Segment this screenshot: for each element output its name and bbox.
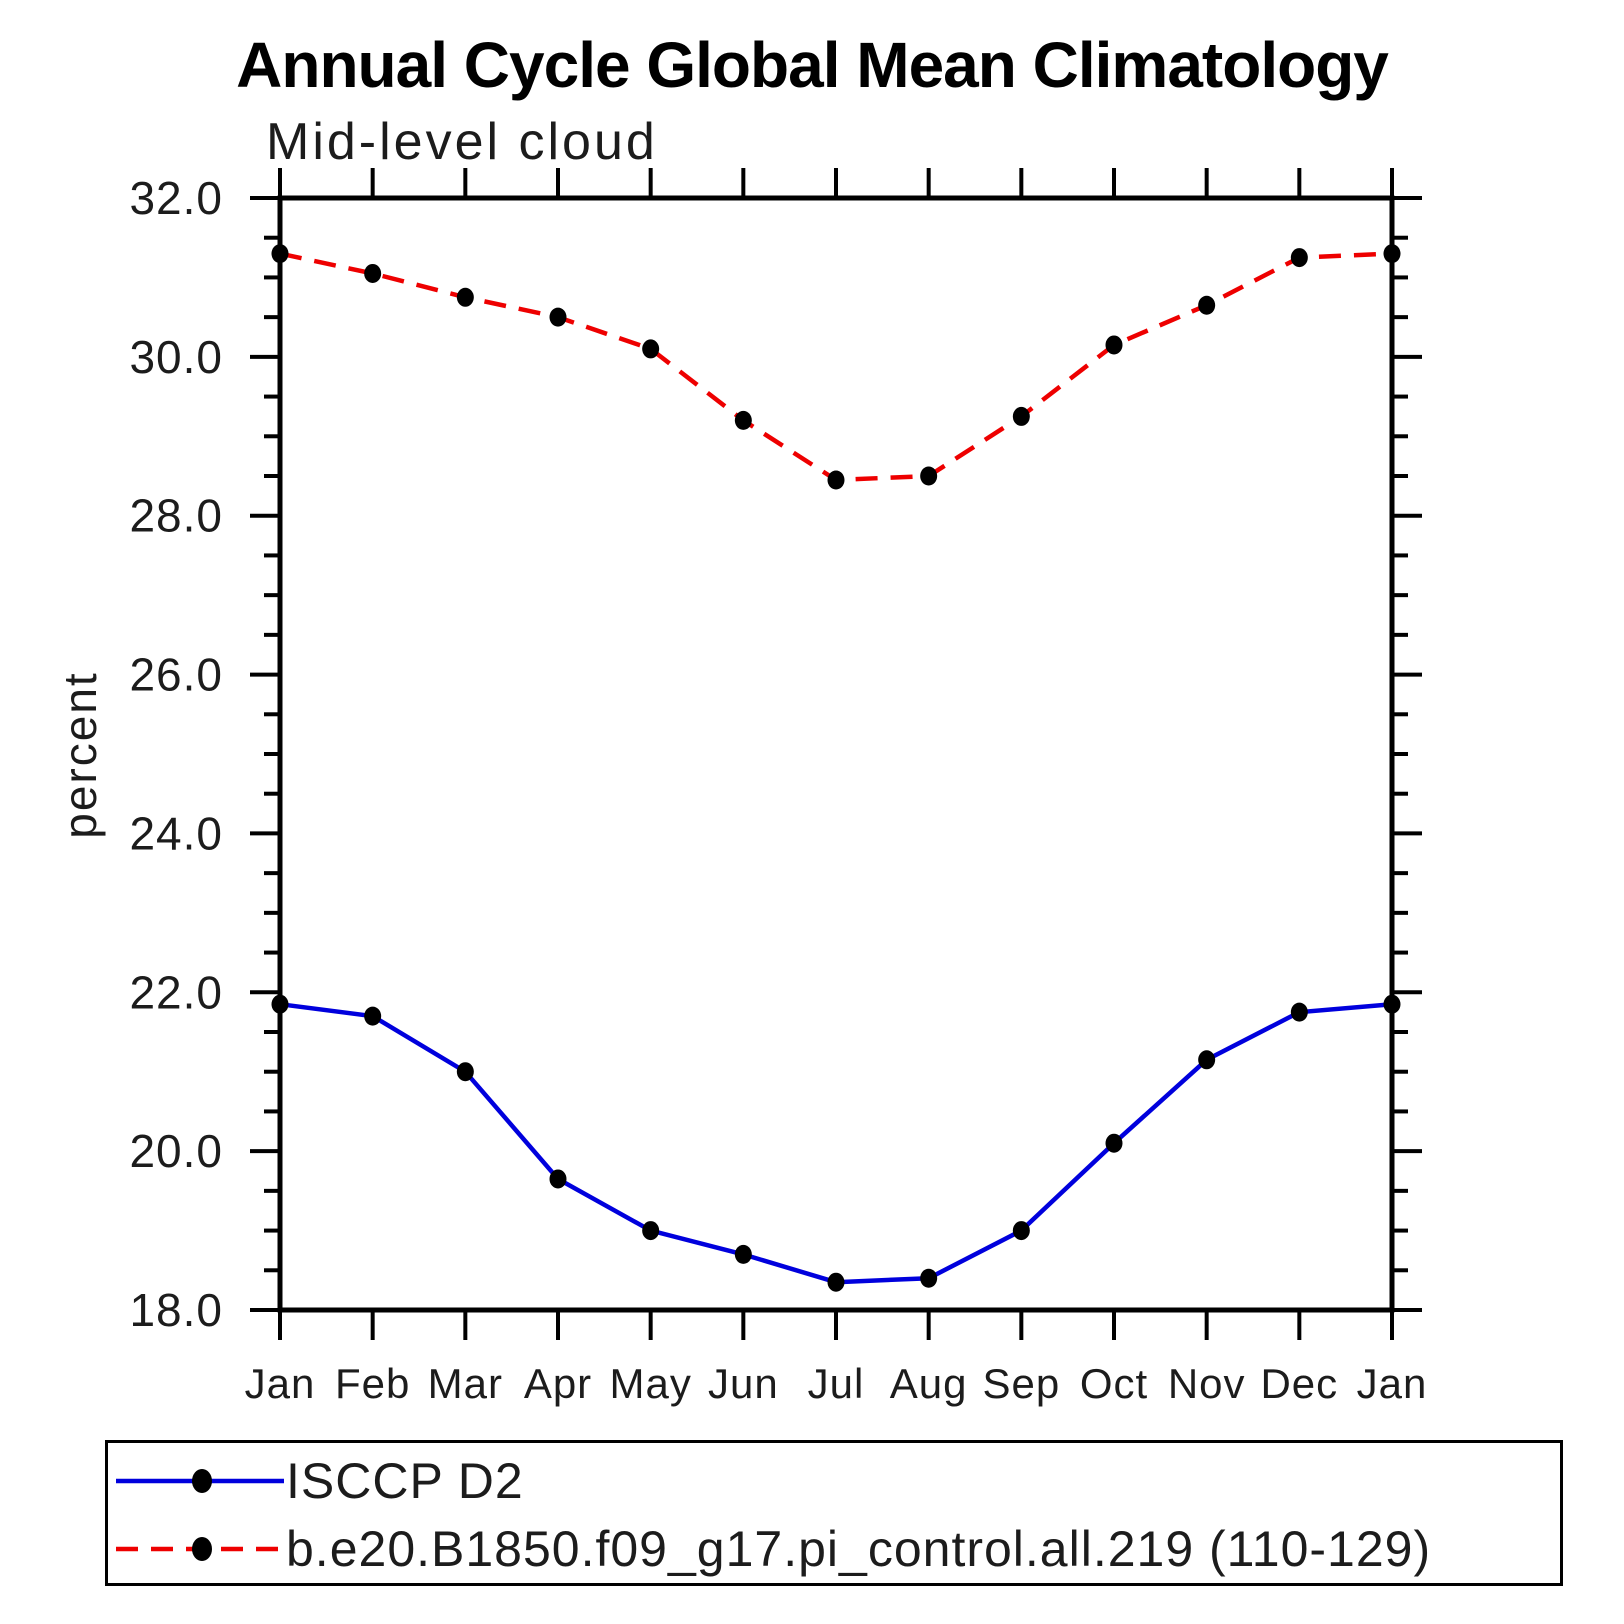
legend-row-1: b.e20.B1850.f09_g17.pi_control.all.219 (… — [114, 1519, 1431, 1579]
x-tick-label: Jul — [808, 1360, 865, 1407]
legend-sample-0 — [116, 1469, 284, 1493]
data-point-marker-0 — [456, 1062, 474, 1082]
x-tick-label: May — [609, 1360, 691, 1407]
data-point-marker-1 — [456, 287, 474, 307]
chart-subtitle: Mid-level cloud — [266, 113, 658, 171]
y-tick-label: 30.0 — [129, 331, 223, 383]
data-point-marker-0 — [827, 1272, 845, 1292]
legend-label-0: ISCCP D2 — [286, 1453, 524, 1509]
data-point-marker-0 — [364, 1006, 382, 1026]
data-point-marker-0 — [1105, 1133, 1123, 1153]
data-point-marker-1 — [642, 339, 660, 359]
legend-box: ISCCP D2 b.e20.B1850.f09_g17.pi_control.a… — [105, 1440, 1563, 1586]
x-tick-label: Aug — [890, 1360, 968, 1407]
legend-row-0: ISCCP D2 — [114, 1451, 524, 1511]
y-tick-label: 22.0 — [129, 966, 223, 1018]
y-tick-label: 20.0 — [129, 1125, 223, 1177]
data-point-marker-1 — [920, 466, 938, 486]
data-point-marker-1 — [1198, 295, 1216, 315]
data-point-marker-1 — [1012, 406, 1030, 426]
data-point-marker-1 — [549, 307, 567, 327]
data-point-marker-1 — [271, 244, 289, 264]
x-tick-label: Sep — [982, 1360, 1060, 1407]
data-point-marker-0 — [734, 1244, 752, 1264]
x-tick-label: Nov — [1168, 1360, 1246, 1407]
data-point-marker-0 — [1012, 1221, 1030, 1241]
y-tick-label: 18.0 — [129, 1284, 223, 1336]
x-tick-label: Mar — [428, 1360, 503, 1407]
y-tick-label: 32.0 — [129, 172, 223, 224]
data-point-marker-1 — [827, 470, 845, 490]
data-point-marker-0 — [1383, 994, 1401, 1014]
data-point-marker-0 — [549, 1169, 567, 1189]
data-point-marker-1 — [734, 410, 752, 430]
data-point-marker-1 — [364, 263, 382, 283]
data-point-marker-1 — [1105, 335, 1123, 355]
series-line-1 — [279, 251, 1393, 483]
legend-sample-1 — [116, 1537, 284, 1561]
data-point-marker-0 — [642, 1221, 660, 1241]
data-point-marker-1 — [1383, 244, 1401, 264]
x-tick-label: Dec — [1260, 1360, 1338, 1407]
legend-label-1: b.e20.B1850.f09_g17.pi_control.all.219 (… — [286, 1521, 1432, 1577]
x-tick-label: Feb — [335, 1360, 410, 1407]
x-tick-label: Oct — [1080, 1360, 1148, 1407]
x-tick-label: Jan — [1357, 1360, 1428, 1407]
data-point-marker-0 — [1290, 1002, 1308, 1022]
legend-marker-0 — [192, 1469, 212, 1493]
y-tick-label: 28.0 — [129, 490, 223, 542]
data-point-marker-1 — [1290, 248, 1308, 268]
legend-marker-1 — [192, 1537, 212, 1561]
series-line-0 — [279, 1001, 1393, 1285]
data-point-marker-0 — [920, 1268, 938, 1288]
plot-frame — [277, 195, 1395, 1313]
x-tick-label: Apr — [524, 1360, 592, 1407]
y-tick-label: 26.0 — [129, 649, 223, 701]
x-tick-label: Jan — [245, 1360, 316, 1407]
x-tick-label: Jun — [708, 1360, 779, 1407]
y-tick-label: 24.0 — [129, 807, 223, 859]
chart-title: Annual Cycle Global Mean Climatology — [236, 29, 1389, 101]
data-point-marker-0 — [271, 994, 289, 1014]
data-point-marker-0 — [1198, 1050, 1216, 1070]
